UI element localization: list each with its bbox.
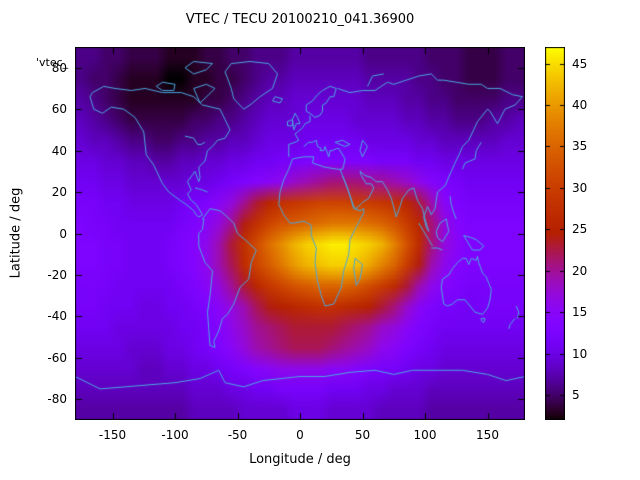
key-label: 'vtec_ xyxy=(36,56,69,69)
x-tick-label: 0 xyxy=(296,428,304,442)
x-tick-label: -100 xyxy=(161,428,189,442)
y-tick-label: 60 xyxy=(51,102,67,117)
y-tick-label: -20 xyxy=(47,267,67,282)
y-tick-label: 80 xyxy=(51,60,67,75)
colorbar-tick-label: 25 xyxy=(572,222,588,237)
heatmap-canvas xyxy=(75,47,525,420)
y-tick-label: -40 xyxy=(47,309,67,324)
colorbar-tick-label: 35 xyxy=(572,139,588,154)
x-tick-label: -150 xyxy=(98,428,127,442)
x-tick-label: 150 xyxy=(476,428,499,442)
x-tick-label: -50 xyxy=(227,428,248,442)
x-tick-label: 50 xyxy=(354,428,371,442)
colorbar-tick-label: 40 xyxy=(572,98,588,113)
x-tick-label: 100 xyxy=(413,428,437,442)
chart-title: VTEC / TECU 20100210_041.36900 xyxy=(185,12,415,27)
colorbar-tick-label: 15 xyxy=(572,305,588,320)
y-tick-label: 20 xyxy=(51,185,67,200)
y-tick-label: 0 xyxy=(59,226,67,241)
colorbar-tick-label: 45 xyxy=(572,56,588,71)
colorbar-tick-label: 20 xyxy=(572,263,588,278)
colorbar-canvas xyxy=(545,47,565,420)
y-tick-label: 40 xyxy=(51,143,67,158)
y-axis-label: Latitude / deg xyxy=(8,187,24,279)
y-tick-label: -80 xyxy=(47,392,67,407)
colorbar-tick-label: 5 xyxy=(572,388,580,403)
colorbar-tick-label: 30 xyxy=(572,180,588,195)
x-axis-label: Longitude / deg xyxy=(249,452,351,467)
y-tick-label: -60 xyxy=(47,350,67,365)
colorbar-tick-label: 10 xyxy=(572,346,588,361)
